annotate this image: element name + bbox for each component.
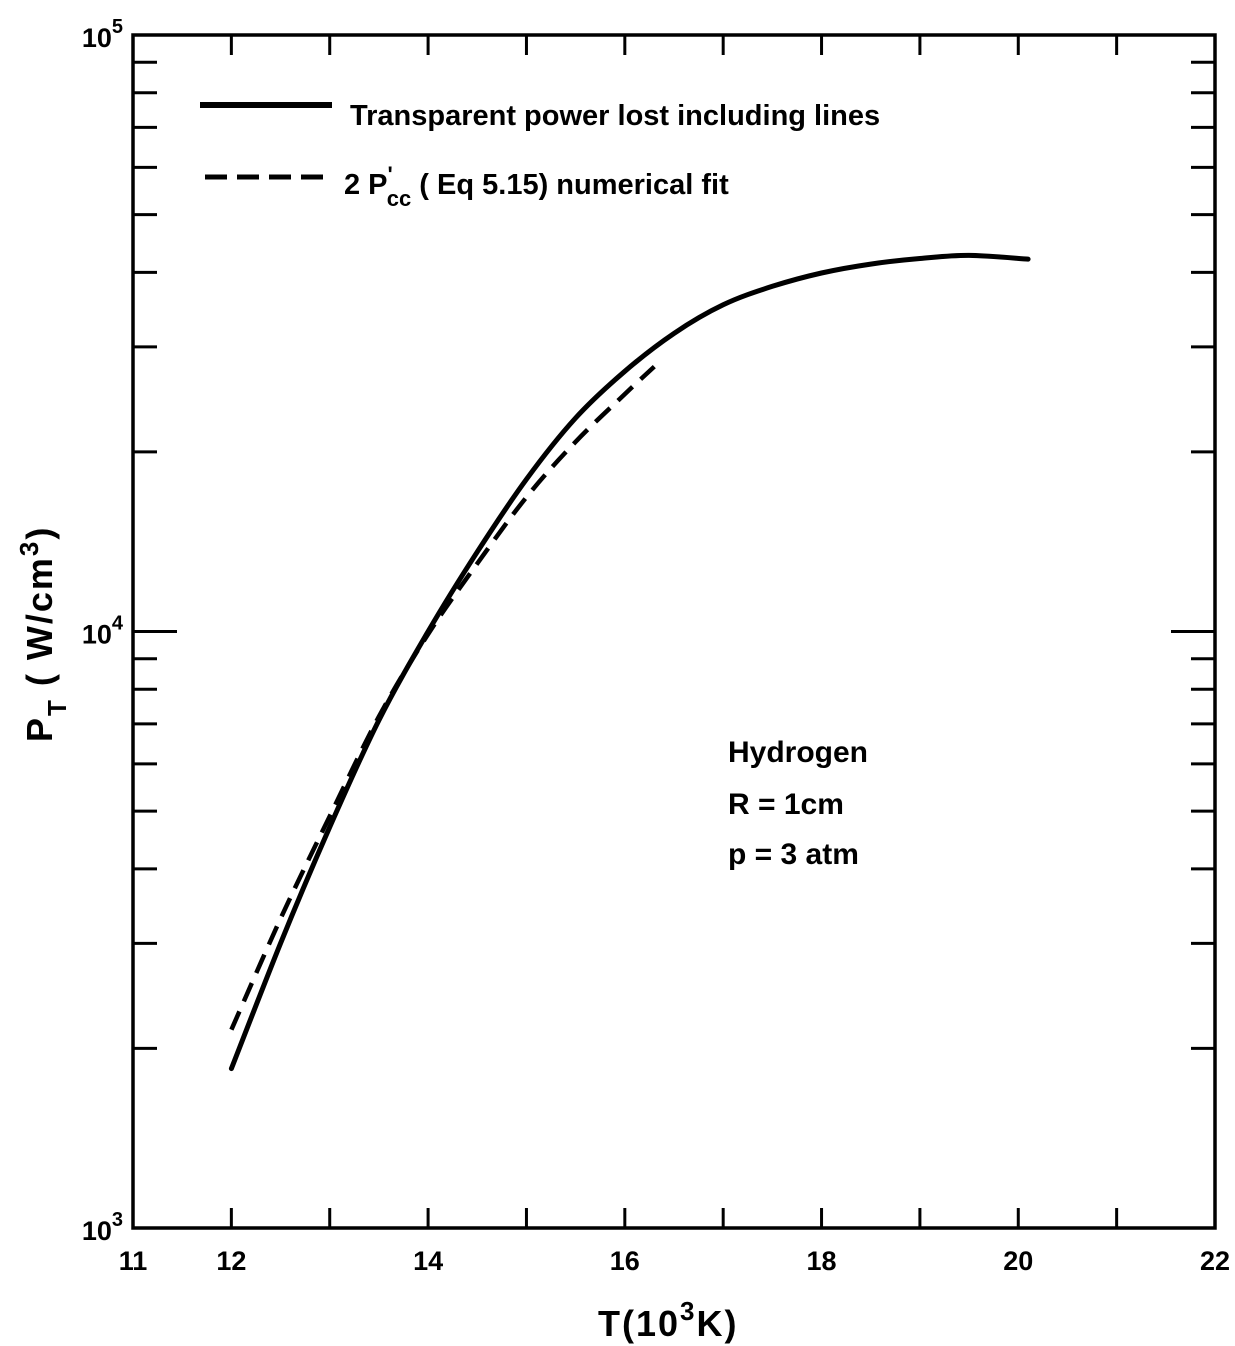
annotation-radius: R = 1cm — [728, 788, 844, 821]
x-tick-label: 18 — [807, 1246, 837, 1276]
y-axis-title-sup: 3 — [14, 540, 44, 556]
annotation-block: Hydrogen R = 1cm p = 3 atm — [728, 736, 868, 871]
legend-solid-label: Transparent power lost including lines — [350, 100, 880, 132]
x-axis-title-end: K) — [697, 1303, 739, 1344]
x-axis-title: T(103K) — [598, 1296, 739, 1344]
series-layer — [228, 252, 1031, 1072]
y-axis-title-main: P — [19, 716, 60, 742]
series-line-transparent-power — [228, 252, 1031, 1072]
y-tick-label: 103 — [82, 1209, 123, 1246]
y-tick-label: 105 — [82, 16, 123, 53]
x-axis-title-main: T(10 — [598, 1303, 680, 1344]
x-tick-label: 16 — [610, 1246, 640, 1276]
y-axis-title: PT ( W/cm3) — [14, 526, 72, 742]
x-tick-label: 14 — [413, 1246, 443, 1276]
annotation-pressure: p = 3 atm — [728, 838, 859, 871]
legend-dashed-sup: ' — [388, 162, 393, 187]
legend: Transparent power lost including lines 2… — [200, 100, 880, 211]
ticks — [133, 35, 1215, 1228]
series-line-numerical-fit — [229, 364, 656, 1031]
legend-dashed-suffix: ( Eq 5.15) numerical fit — [411, 169, 729, 201]
x-axis-title-sup: 3 — [680, 1296, 696, 1326]
x-tick-label: 12 — [216, 1246, 246, 1276]
legend-dashed-label: 2 P' cc ( Eq 5.15) numerical fit — [344, 162, 729, 211]
y-tick-label: 104 — [82, 613, 124, 650]
plot-frame — [131, 33, 1217, 1230]
legend-dashed-sub: cc — [387, 186, 411, 211]
y-axis-title-rest: ( W/cm — [19, 556, 60, 698]
x-tick-label: 20 — [1003, 1246, 1033, 1276]
annotation-gas: Hydrogen — [728, 736, 868, 769]
tick-labels: 11 12 14 16 18 20 22 103 104 105 — [82, 16, 1230, 1276]
x-tick-label: 22 — [1200, 1246, 1230, 1276]
x-tick-label: 11 — [119, 1246, 148, 1276]
y-axis-title-sub: T — [42, 698, 72, 716]
legend-dashed-prefix: 2 P — [344, 169, 388, 201]
y-axis-title-end: ) — [19, 526, 60, 540]
